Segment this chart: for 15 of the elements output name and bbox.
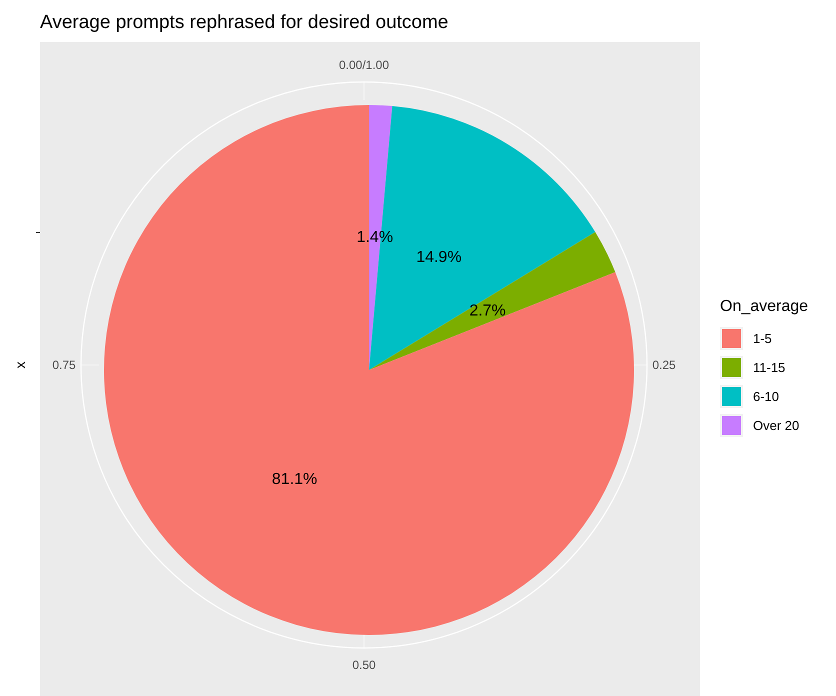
legend-label: 1-5 [753,331,772,346]
text: 0.25 [652,358,676,372]
text: 0.75 [52,358,76,372]
legend-label: 6-10 [753,389,780,404]
pie-slice [104,105,634,635]
text: x [12,362,28,368]
text: 0.50 [352,658,376,672]
legend-title: On_average [720,298,808,316]
chart-title: Average prompts rephrased for desired outcome [40,12,448,33]
legend-label: 11-15 [753,360,786,375]
data-label: 14.9% [416,248,462,266]
text: 0.00/1.00 [338,58,390,72]
data-label: 81.1% [272,471,318,488]
data-label: 2.7% [469,302,506,320]
legend-label: Over 20 [753,418,800,433]
